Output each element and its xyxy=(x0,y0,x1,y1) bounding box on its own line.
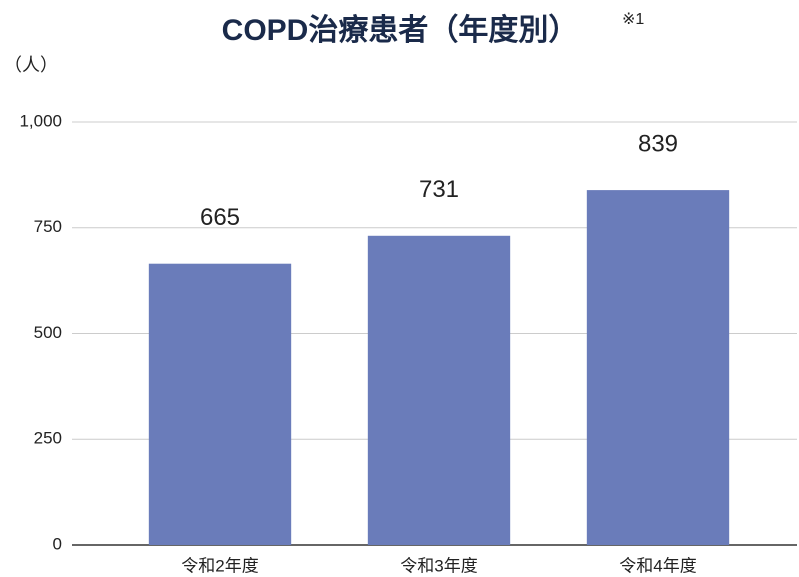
data-label: 731 xyxy=(419,176,459,203)
y-tick-label: 500 xyxy=(34,323,62,342)
bar xyxy=(148,263,292,545)
x-tick-label: 令和3年度 xyxy=(400,556,477,575)
y-tick-label: 250 xyxy=(34,429,62,448)
y-tick-label: 1,000 xyxy=(19,111,62,130)
data-label: 839 xyxy=(638,130,678,157)
title-note: ※1 xyxy=(622,11,644,28)
bar xyxy=(586,190,730,545)
x-tick-label: 令和4年度 xyxy=(619,556,696,575)
y-tick-label: 0 xyxy=(53,534,62,553)
x-tick-label: 令和2年度 xyxy=(181,556,258,575)
y-axis-label: （人） xyxy=(4,55,58,75)
bar xyxy=(367,235,511,546)
y-tick-label: 750 xyxy=(34,217,62,236)
chart-title: COPD治療患者（年度別） xyxy=(222,13,579,47)
data-label: 665 xyxy=(200,204,240,231)
